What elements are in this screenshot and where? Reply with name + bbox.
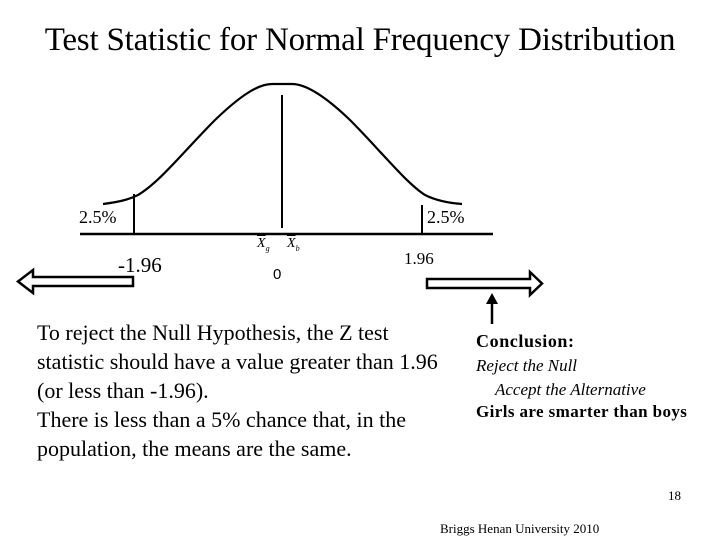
center-value: 0 — [273, 266, 282, 283]
explanation-line: To reject the Null Hypothesis, the Z tes… — [37, 320, 389, 345]
right-critical-value: 1.96 — [404, 249, 434, 268]
conclusion-title: Conclusion: — [476, 331, 575, 351]
right-tail-label: 2.5% — [427, 207, 465, 227]
explanation-line: (or less than -1.96). — [37, 378, 209, 403]
mean-boys-symbol: Xb — [287, 236, 300, 253]
footer-credit: Briggs Henan University 2010 — [440, 521, 600, 536]
right-rejection-arrow — [425, 269, 544, 298]
explanation-text: To reject the Null Hypothesis, the Z tes… — [37, 318, 438, 463]
left-tail-label: 2.5% — [79, 207, 117, 227]
left-critical-value: -1.96 — [118, 253, 162, 277]
bell-curve — [102, 82, 463, 206]
conclusion-pointer-arrow — [486, 293, 498, 324]
left-rejection-arrow — [15, 267, 135, 296]
explanation-line: statistic should have a value greater th… — [37, 349, 438, 374]
explanation-line: There is less than a 5% chance that, in … — [37, 407, 406, 432]
explanation-line: population, the means are the same. — [37, 436, 352, 461]
slide-title: Test Statistic for Normal Frequency Dist… — [44, 22, 676, 58]
mean-girls-symbol: Xg — [257, 236, 270, 253]
page-number: 18 — [668, 488, 681, 503]
conclusion-finding: Girls are smarter than boys — [476, 402, 688, 421]
conclusion-accept-alternative: Accept the Alternative — [495, 380, 646, 399]
conclusion-reject-null: Reject the Null — [476, 356, 578, 375]
